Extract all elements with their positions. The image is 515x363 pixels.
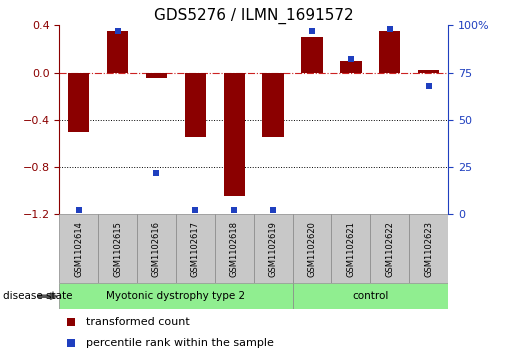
Text: GSM1102623: GSM1102623 bbox=[424, 221, 433, 277]
Bar bbox=[340, 61, 362, 73]
Text: GSM1102621: GSM1102621 bbox=[347, 221, 355, 277]
Bar bbox=[146, 73, 167, 78]
Text: GSM1102620: GSM1102620 bbox=[307, 221, 316, 277]
FancyBboxPatch shape bbox=[59, 214, 98, 283]
FancyBboxPatch shape bbox=[293, 214, 332, 283]
Text: control: control bbox=[352, 291, 388, 301]
Text: GSM1102622: GSM1102622 bbox=[385, 221, 394, 277]
Bar bbox=[224, 73, 245, 196]
FancyBboxPatch shape bbox=[137, 214, 176, 283]
Bar bbox=[379, 31, 401, 73]
FancyBboxPatch shape bbox=[98, 214, 137, 283]
Bar bbox=[301, 37, 323, 73]
Text: GSM1102619: GSM1102619 bbox=[269, 221, 278, 277]
FancyBboxPatch shape bbox=[332, 214, 370, 283]
FancyBboxPatch shape bbox=[293, 283, 448, 309]
FancyBboxPatch shape bbox=[176, 214, 215, 283]
Bar bbox=[184, 73, 206, 138]
Text: GSM1102616: GSM1102616 bbox=[152, 221, 161, 277]
Text: disease state: disease state bbox=[3, 291, 72, 301]
Text: GSM1102617: GSM1102617 bbox=[191, 221, 200, 277]
FancyBboxPatch shape bbox=[59, 283, 293, 309]
Text: percentile rank within the sample: percentile rank within the sample bbox=[87, 338, 274, 348]
Text: Myotonic dystrophy type 2: Myotonic dystrophy type 2 bbox=[106, 291, 246, 301]
FancyBboxPatch shape bbox=[370, 214, 409, 283]
Bar bbox=[107, 31, 128, 73]
FancyBboxPatch shape bbox=[215, 214, 253, 283]
Bar bbox=[262, 73, 284, 138]
Text: GSM1102615: GSM1102615 bbox=[113, 221, 122, 277]
Bar bbox=[418, 70, 439, 73]
FancyBboxPatch shape bbox=[253, 214, 293, 283]
FancyBboxPatch shape bbox=[409, 214, 448, 283]
Text: transformed count: transformed count bbox=[87, 318, 190, 327]
Text: GSM1102614: GSM1102614 bbox=[74, 221, 83, 277]
Bar bbox=[68, 73, 90, 132]
Title: GDS5276 / ILMN_1691572: GDS5276 / ILMN_1691572 bbox=[154, 8, 353, 24]
Text: GSM1102618: GSM1102618 bbox=[230, 221, 238, 277]
